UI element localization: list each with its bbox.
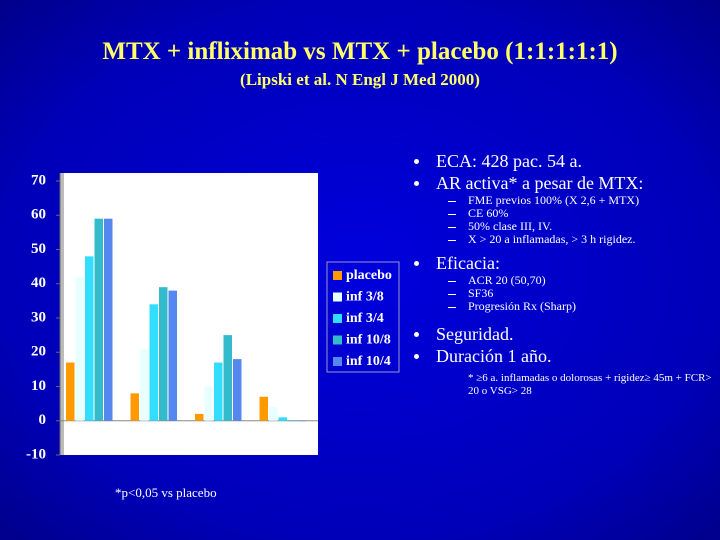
bar bbox=[85, 256, 94, 421]
bar bbox=[297, 420, 306, 422]
bullet-dot bbox=[414, 159, 419, 164]
legend-box bbox=[326, 261, 400, 373]
significance-marker: * bbox=[211, 314, 219, 331]
legend-swatch bbox=[333, 335, 342, 345]
bullet-dot bbox=[414, 354, 419, 359]
sub-bullet: Progresión Rx (Sharp) bbox=[410, 300, 710, 313]
bullet-text: ACR 20 (50,70) bbox=[468, 273, 546, 287]
dash bbox=[448, 214, 456, 215]
bar bbox=[159, 287, 168, 421]
legend-label: placebo bbox=[346, 268, 392, 283]
bullet-dot bbox=[414, 181, 419, 186]
y-tick-label: 0 bbox=[39, 412, 47, 428]
bullet-text: SF36 bbox=[468, 286, 494, 300]
sub-bullet: X > 20 a inflamadas, > 3 h rigidez. bbox=[410, 233, 710, 246]
bar bbox=[204, 386, 213, 421]
note: * ≥6 a. inflamadas o dolorosas + rigidez… bbox=[468, 372, 712, 397]
bullet-text: Eficacia: bbox=[436, 253, 500, 273]
dash bbox=[448, 307, 456, 308]
bullet: Seguridad. bbox=[410, 323, 710, 345]
legend-label: inf 3/4 bbox=[346, 311, 384, 326]
dash bbox=[448, 227, 456, 228]
y-tick-label: 50 bbox=[31, 241, 46, 257]
bullet-dot bbox=[414, 332, 419, 337]
bullet-text: Duración 1 año. bbox=[436, 346, 552, 366]
title: MTX + infliximab vs MTX + placebo (1:1:1… bbox=[102, 38, 618, 65]
sub-bullet: FME previos 100% (X 2,6 + MTX) bbox=[410, 194, 710, 207]
legend-swatch bbox=[333, 292, 342, 302]
bullet-text: FME previos 100% (X 2,6 + MTX) bbox=[468, 193, 640, 207]
bar bbox=[94, 218, 103, 421]
bullet: AR activa* a pesar de MTX: bbox=[410, 172, 710, 194]
bar bbox=[288, 420, 297, 422]
bullet-text: CE 60% bbox=[468, 206, 509, 220]
bar bbox=[278, 417, 287, 421]
subtitle: (Lipski et al. N Engl J Med 2000) bbox=[240, 70, 480, 89]
y-tick-label: 10 bbox=[31, 378, 46, 394]
x-tick-label: %ACR70 bbox=[194, 431, 244, 445]
sub-bullet: ACR 20 (50,70) bbox=[410, 274, 710, 287]
y-tick-label: 30 bbox=[31, 309, 46, 325]
bar bbox=[269, 407, 278, 421]
bullet: ECA: 428 pac. 54 a. bbox=[410, 150, 710, 172]
x-tick-label: %ACR50 bbox=[129, 431, 179, 445]
dash bbox=[448, 281, 456, 282]
bar bbox=[66, 362, 75, 421]
legend-swatch bbox=[333, 271, 342, 280]
bar bbox=[75, 276, 84, 421]
bullet-text: ECA: 428 pac. 54 a. bbox=[436, 151, 582, 171]
bullet-text: Seguridad. bbox=[436, 324, 514, 344]
legend-label: inf 3/8 bbox=[346, 290, 384, 305]
bar bbox=[195, 413, 204, 421]
bullet: Duración 1 año. bbox=[410, 345, 710, 367]
bar bbox=[168, 290, 177, 421]
legend-swatch bbox=[333, 357, 342, 366]
legend-label: inf 10/4 bbox=[346, 354, 391, 369]
bullet: Eficacia: bbox=[410, 252, 710, 274]
significance-marker: * bbox=[92, 197, 100, 214]
bullet-text: 50% clase III, IV. bbox=[468, 219, 553, 233]
significance-marker: * bbox=[147, 266, 155, 283]
bullet-list: ECA: 428 pac. 54 a. AR activa* a pesar de… bbox=[410, 150, 710, 367]
significance-marker: * bbox=[276, 375, 284, 392]
sub-bullet: SF36 bbox=[410, 287, 710, 300]
bar bbox=[104, 218, 113, 421]
dash bbox=[448, 294, 456, 295]
bullet-text: X > 20 a inflamadas, > 3 h rigidez. bbox=[468, 232, 636, 246]
y-tick-label: 60 bbox=[31, 207, 46, 223]
bar bbox=[149, 304, 158, 421]
dash bbox=[448, 201, 456, 202]
bullet-dot bbox=[414, 261, 419, 266]
footnote: *p<0,05 vs placebo bbox=[115, 485, 217, 500]
y-tick-label: -10 bbox=[26, 446, 46, 462]
bar bbox=[223, 335, 232, 421]
bullet-text: Progresión Rx (Sharp) bbox=[468, 299, 576, 313]
bar bbox=[259, 396, 268, 421]
legend-swatch bbox=[333, 314, 342, 323]
legend-label: inf 10/8 bbox=[346, 333, 391, 348]
y-tick-label: 70 bbox=[31, 172, 46, 188]
bullet-text: AR activa* a pesar de MTX: bbox=[436, 173, 644, 193]
bar bbox=[214, 362, 223, 421]
sub-bullet: CE 60% bbox=[410, 207, 710, 220]
dash bbox=[448, 240, 456, 241]
plot-wall bbox=[60, 173, 64, 455]
x-tick-label: %ACR20 bbox=[65, 431, 115, 445]
sub-bullet: 50% clase III, IV. bbox=[410, 220, 710, 233]
y-tick-label: 40 bbox=[31, 275, 46, 291]
y-tick-label: 20 bbox=[31, 344, 46, 360]
bar bbox=[130, 393, 139, 421]
bar bbox=[233, 359, 242, 421]
x-tick-label: Sharp bbox=[268, 431, 300, 445]
bar bbox=[140, 348, 149, 421]
